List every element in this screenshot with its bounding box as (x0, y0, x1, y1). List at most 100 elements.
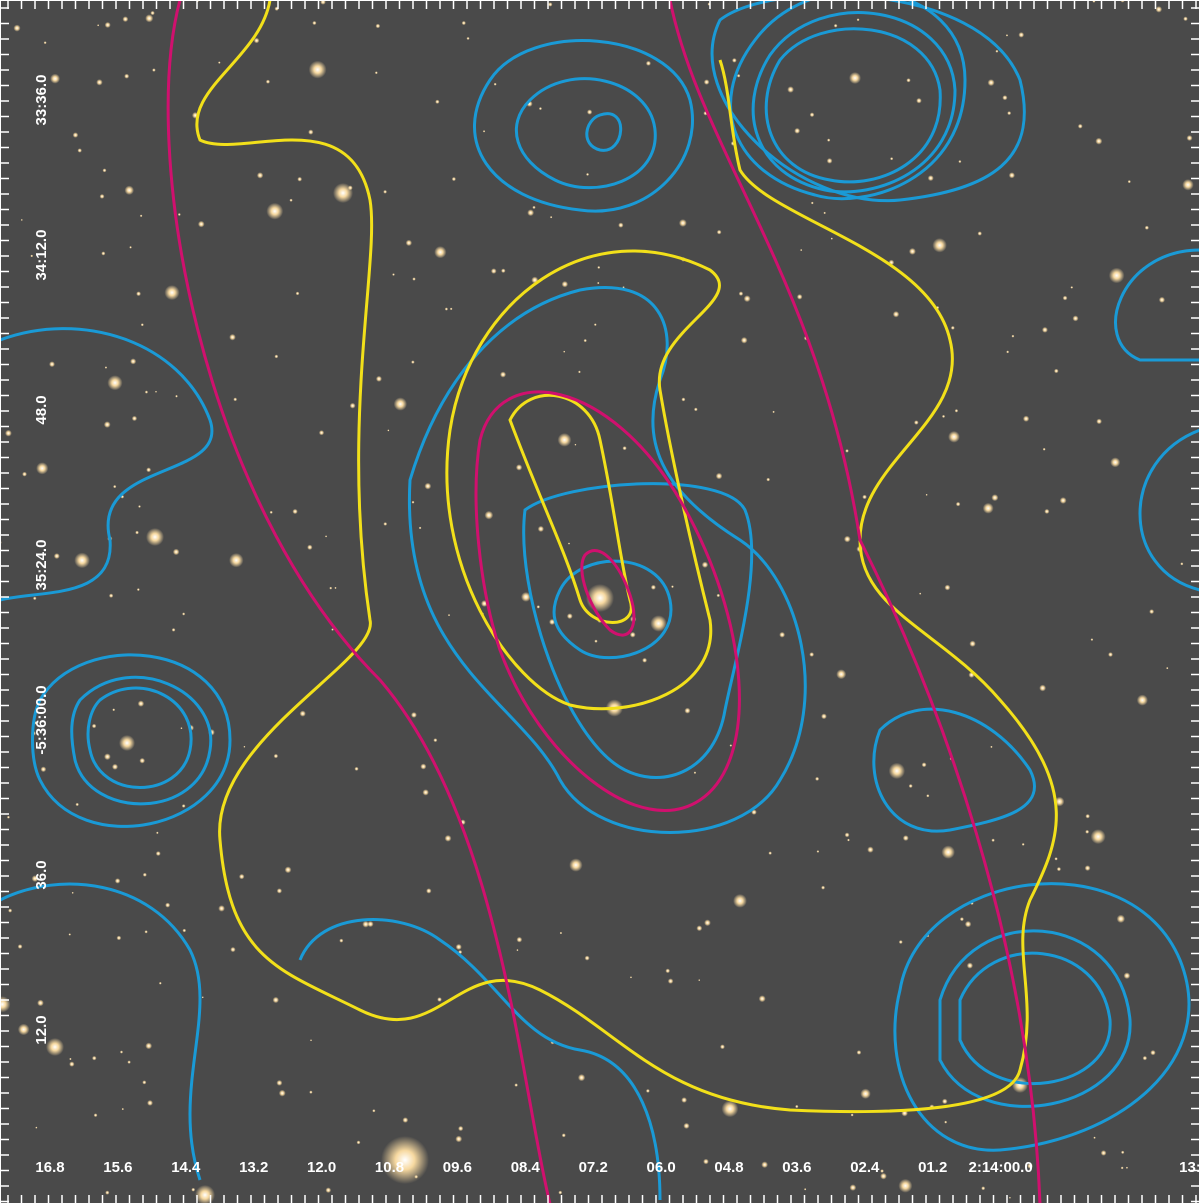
star (1023, 416, 1029, 422)
star (1009, 172, 1015, 178)
star (768, 851, 771, 854)
star (795, 1105, 798, 1108)
star (732, 58, 737, 63)
star (1109, 268, 1125, 284)
star (105, 1191, 109, 1195)
star (722, 1100, 739, 1117)
star (69, 1061, 74, 1066)
star (49, 361, 55, 367)
star (312, 21, 316, 25)
star (21, 219, 23, 221)
star (733, 894, 747, 908)
star (569, 858, 582, 871)
star (491, 268, 497, 274)
star (310, 1039, 312, 1041)
star (1057, 867, 1061, 871)
star (834, 24, 838, 28)
star (1060, 497, 1067, 504)
star (516, 464, 522, 470)
star (127, 1060, 130, 1063)
star (516, 949, 518, 951)
star (857, 18, 860, 21)
star (578, 1074, 585, 1081)
star (779, 632, 785, 638)
star (1143, 1056, 1147, 1060)
star (988, 79, 995, 86)
star (266, 80, 270, 84)
star (991, 839, 994, 842)
star (394, 397, 407, 410)
star (309, 1091, 312, 1094)
star (270, 511, 273, 514)
star (823, 212, 826, 215)
star (1054, 857, 1057, 860)
star (821, 713, 827, 719)
star (716, 473, 723, 480)
star (836, 669, 846, 679)
star (339, 939, 343, 943)
star (147, 1100, 153, 1106)
star (296, 292, 300, 296)
star (142, 1080, 146, 1084)
star (138, 505, 141, 508)
star (744, 295, 751, 302)
star (94, 1113, 98, 1117)
star (135, 531, 139, 535)
star (500, 372, 506, 378)
star (383, 522, 387, 526)
star (411, 360, 415, 364)
star (104, 421, 111, 428)
x-axis-label: 02.4 (850, 1159, 880, 1176)
star (889, 763, 905, 779)
star (928, 175, 934, 181)
x-axis-label: 09.6 (443, 1159, 472, 1176)
star (164, 285, 179, 300)
star (435, 100, 439, 104)
star (452, 177, 456, 181)
star (75, 803, 78, 806)
star (597, 282, 599, 284)
star (862, 495, 867, 500)
star (198, 221, 205, 228)
star (1002, 95, 1007, 100)
star (951, 326, 955, 330)
star (850, 1184, 857, 1191)
star (665, 969, 670, 974)
star (948, 431, 960, 443)
star (759, 995, 766, 1002)
star (550, 216, 552, 218)
star (105, 22, 111, 28)
star (594, 323, 597, 326)
star (1070, 286, 1073, 289)
star (698, 979, 700, 981)
star (1128, 180, 1131, 183)
star (1121, 1166, 1124, 1169)
star (412, 501, 415, 504)
star (113, 485, 116, 488)
star (392, 273, 395, 276)
star (1183, 17, 1188, 22)
star (139, 758, 145, 764)
star (122, 16, 128, 22)
star (33, 597, 37, 601)
star (297, 177, 302, 182)
x-axis-label: 04.8 (714, 1159, 743, 1176)
star (69, 1058, 71, 1060)
star (362, 921, 369, 928)
bright-star (333, 183, 353, 203)
star (173, 549, 180, 556)
star (462, 21, 466, 25)
x-axis-label: 14.4 (171, 1159, 201, 1176)
x-axis-label: 16.8 (35, 1159, 64, 1176)
star (325, 535, 327, 537)
star (671, 585, 674, 588)
star (919, 593, 921, 595)
star (243, 746, 245, 748)
star (909, 784, 913, 788)
star (903, 835, 909, 841)
star (434, 246, 446, 258)
star (494, 83, 497, 86)
star (717, 594, 721, 598)
star (372, 1109, 375, 1112)
star (22, 472, 27, 477)
